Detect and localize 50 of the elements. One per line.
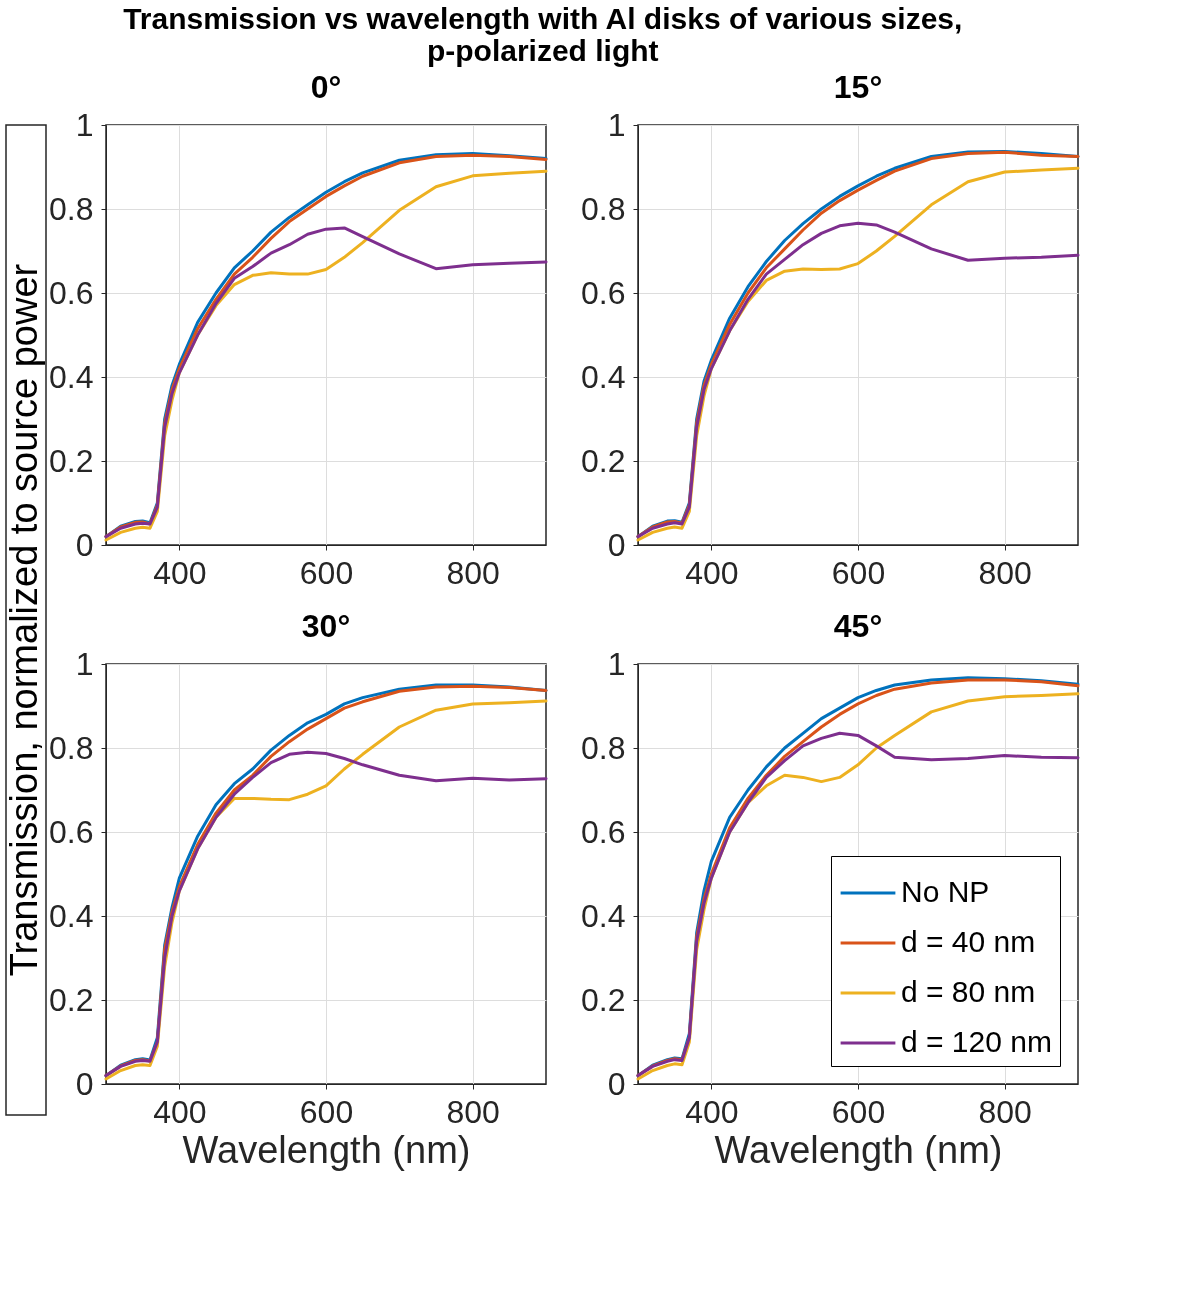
x-axis-title: Wavelength (nm) [182, 1128, 471, 1171]
y-tick-label: 0 [607, 526, 626, 563]
y-tick-label: 0.4 [49, 358, 94, 395]
x-tick-label: 400 [685, 1093, 739, 1130]
x-tick-label: 400 [153, 1093, 207, 1130]
y-tick-label: 0.6 [581, 813, 626, 850]
y-tick-label: 0.6 [49, 274, 94, 311]
chart-title: 45° [833, 608, 883, 644]
y-tick-label: 0 [75, 1065, 94, 1102]
legend-label: d = 40 nm [901, 925, 1036, 958]
y-tick-label: 0.6 [49, 813, 94, 850]
x-tick-label: 600 [831, 554, 886, 591]
y-tick-label: 1 [75, 645, 94, 682]
y-tick-label: 0.8 [581, 729, 626, 766]
chart-title: 0° [310, 69, 342, 105]
y-tick-label: 0.2 [581, 442, 626, 479]
y-tick-label: 0.6 [581, 274, 626, 311]
y-tick-label: 0.8 [49, 729, 94, 766]
y-tick-label: 0.2 [581, 981, 626, 1018]
y-tick-label: 0.4 [581, 358, 626, 395]
x-tick-label: 800 [978, 554, 1032, 591]
y-tick-label: 0.8 [581, 190, 626, 227]
x-tick-label: 600 [299, 554, 354, 591]
y-tick-label: 0 [607, 1065, 626, 1102]
y-tick-label: 0.8 [49, 190, 94, 227]
legend-label: No NP [901, 875, 990, 908]
x-tick-label: 600 [831, 1093, 886, 1130]
x-tick-label: 800 [446, 554, 500, 591]
x-tick-label: 400 [153, 554, 207, 591]
y-tick-label: 0.4 [49, 897, 94, 934]
legend-label: d = 120 nm [901, 1025, 1052, 1058]
text: Transmission vs wavelength with Al disks of various sizes, p-polarized light [123, 2, 963, 68]
y-tick-label: 0.2 [49, 442, 94, 479]
chart-title: 30° [301, 608, 351, 644]
y-tick-label: 1 [607, 645, 626, 682]
y-tick-label: 0 [75, 526, 94, 563]
legend-label: d = 80 nm [901, 975, 1036, 1008]
x-tick-label: 400 [685, 554, 739, 591]
y-axis-title: Transmission, normalized to source power [3, 263, 45, 977]
x-tick-label: 800 [978, 1093, 1032, 1130]
y-tick-label: 0.2 [49, 981, 94, 1018]
y-tick-label: 1 [75, 106, 94, 143]
line-series [104, 226, 548, 539]
line-series [636, 221, 1080, 539]
x-tick-label: 800 [446, 1093, 500, 1130]
y-tick-label: 0.4 [581, 897, 626, 934]
chart-title: 15° [833, 69, 883, 105]
y-tick-label: 1 [607, 106, 626, 143]
x-axis-title: Wavelength (nm) [714, 1128, 1003, 1171]
x-tick-label: 600 [299, 1093, 354, 1130]
